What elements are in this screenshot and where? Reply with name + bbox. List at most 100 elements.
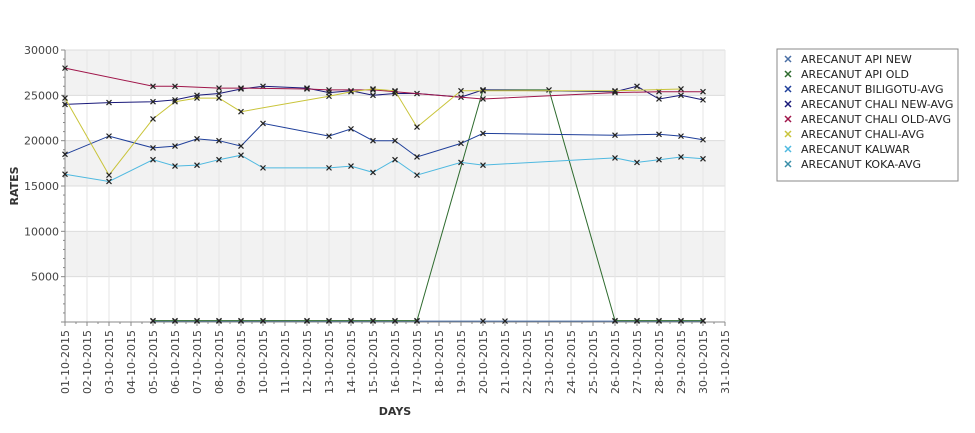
- data-point-marker: [348, 125, 354, 132]
- x-tick-label: 21-10-2015: [499, 330, 512, 394]
- legend-label: ARECANUT KOKA-AVG: [801, 158, 921, 171]
- data-point-marker: [392, 156, 398, 163]
- data-point-marker: [260, 317, 266, 324]
- data-point-marker: [150, 156, 156, 163]
- legend-label: ARECANUT KALWAR: [801, 143, 910, 156]
- y-tick-label: 30000: [24, 44, 59, 57]
- data-point-marker: [678, 317, 684, 324]
- data-point-marker: [194, 95, 200, 101]
- data-point-marker: [480, 130, 486, 137]
- data-point-marker: [348, 317, 354, 324]
- legend-label: ARECANUT CHALI OLD-AVG: [801, 113, 951, 126]
- data-point-marker: [634, 83, 640, 90]
- data-point-marker: [106, 99, 112, 106]
- axes: [61, 49, 726, 326]
- data-point-marker: [700, 155, 706, 162]
- data-point-marker: [106, 172, 112, 179]
- data-point-marker: [238, 85, 244, 92]
- data-point-marker: [150, 144, 156, 151]
- data-point-marker: [62, 151, 68, 158]
- data-point-marker: [260, 164, 266, 171]
- x-tick-label: 26-10-2015: [609, 330, 622, 394]
- data-point-marker: [502, 318, 508, 325]
- data-point-marker: [326, 86, 332, 93]
- legend-item: ARECANUT CHALI OLD-AVG: [784, 113, 951, 126]
- data-point-marker: [678, 86, 684, 92]
- x-tick-label: 05-10-2015: [147, 330, 160, 394]
- x-tick-label: 11-10-2015: [279, 330, 292, 394]
- data-point-marker: [238, 86, 244, 92]
- x-tick-label: 13-10-2015: [323, 330, 336, 394]
- legend-label: ARECANUT CHALI NEW-AVG: [801, 98, 953, 111]
- data-point-marker: [172, 143, 178, 150]
- x-tick-label: 19-10-2015: [455, 330, 468, 394]
- series-line: [64, 88, 682, 176]
- data-point-marker: [150, 115, 156, 122]
- data-point-marker: [678, 133, 684, 140]
- data-point-marker: [480, 318, 486, 325]
- legend-marker-icon: [784, 55, 792, 63]
- x-tick-label: 16-10-2015: [389, 330, 402, 394]
- y-axis-title: RATES: [8, 166, 21, 205]
- data-point-marker: [106, 133, 112, 140]
- data-point-marker: [370, 86, 376, 93]
- y-tick-label: 15000: [24, 180, 59, 193]
- data-point-marker: [370, 317, 376, 324]
- series-group: [62, 152, 706, 185]
- data-point-marker: [458, 140, 464, 147]
- x-tick-label: 01-10-2015: [59, 330, 72, 394]
- x-tick-label: 15-10-2015: [367, 330, 380, 394]
- data-point-marker: [414, 154, 420, 160]
- x-tick-label: 12-10-2015: [301, 330, 314, 394]
- data-point-marker: [612, 87, 618, 94]
- data-point-marker: [326, 164, 332, 171]
- data-point-marker: [656, 156, 662, 163]
- data-point-marker: [392, 317, 398, 324]
- data-point-marker: [216, 156, 222, 163]
- series-group: [150, 86, 706, 324]
- data-point-marker: [700, 96, 706, 103]
- data-point-marker: [62, 171, 68, 178]
- data-point-marker: [414, 172, 420, 179]
- x-tick-label: 17-10-2015: [411, 330, 424, 394]
- legend-marker-icon: [784, 160, 792, 168]
- data-point-marker: [326, 317, 332, 324]
- data-point-marker: [194, 162, 200, 169]
- data-point-marker: [458, 159, 464, 166]
- x-tick-label: 10-10-2015: [257, 330, 270, 394]
- data-point-marker: [348, 163, 354, 169]
- data-point-marker: [546, 86, 552, 93]
- series-group: [62, 83, 706, 108]
- series-group: [62, 86, 684, 179]
- data-point-marker: [678, 154, 684, 160]
- x-tick-label: 04-10-2015: [125, 330, 138, 394]
- x-tick-label: 29-10-2015: [675, 330, 688, 394]
- x-tick-label: 20-10-2015: [477, 330, 490, 394]
- data-point-marker: [612, 88, 618, 95]
- legend-item: ARECANUT BILIGOTU-AVG: [784, 83, 944, 96]
- data-point-marker: [634, 317, 640, 324]
- data-point-marker: [216, 85, 222, 92]
- x-tick-label: 23-10-2015: [543, 330, 556, 394]
- legend-marker-icon: [784, 85, 792, 93]
- x-tick-label: 31-10-2015: [719, 330, 732, 394]
- data-point-marker: [480, 87, 486, 94]
- x-tick-label: 09-10-2015: [235, 330, 248, 394]
- legend-item: ARECANUT API OLD: [784, 68, 909, 81]
- data-point-marker: [150, 83, 156, 90]
- data-point-marker: [370, 137, 376, 144]
- data-point-marker: [392, 87, 398, 94]
- x-tick-label: 28-10-2015: [653, 330, 666, 394]
- data-point-marker: [172, 317, 178, 324]
- y-tick-label: 20000: [24, 135, 59, 148]
- data-point-marker: [106, 178, 112, 185]
- data-point-marker: [216, 90, 222, 97]
- data-point-marker: [238, 317, 244, 324]
- x-tick-label: 07-10-2015: [191, 330, 204, 394]
- data-point-marker: [612, 317, 618, 324]
- data-point-marker: [150, 317, 156, 324]
- x-tick-label: 24-10-2015: [565, 330, 578, 394]
- data-point-marker: [480, 162, 486, 169]
- data-point-marker: [304, 86, 310, 92]
